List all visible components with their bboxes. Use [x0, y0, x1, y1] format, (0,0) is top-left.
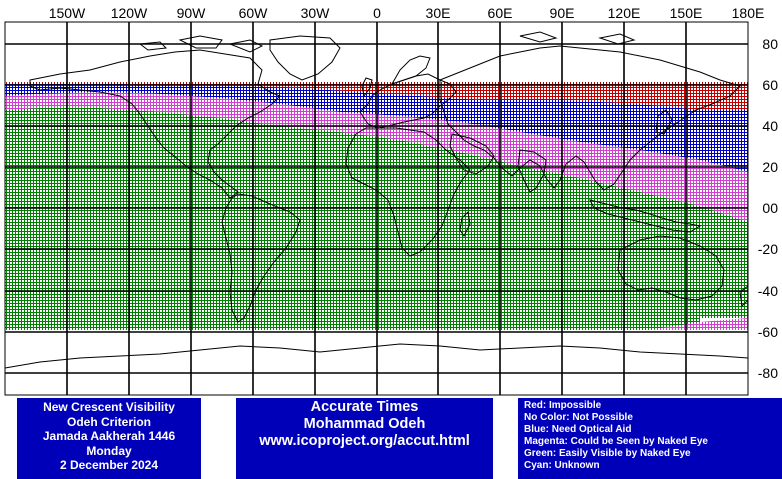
lon-label: 120W	[111, 5, 148, 21]
visibility-info-panel: New Crescent Visibility Odeh Criterion J…	[17, 398, 201, 479]
lon-label: 60W	[239, 5, 269, 21]
legend-blue: Blue: Need Optical Aid	[524, 424, 632, 435]
lon-label: 30W	[301, 5, 331, 21]
lon-label: 30E	[426, 5, 451, 21]
zone-naked-eye-south	[648, 318, 748, 330]
lat-label: -40	[758, 283, 778, 299]
credits-software: Accurate Times	[310, 399, 419, 415]
lon-label: 120E	[608, 5, 641, 21]
color-legend: Red: Impossible No Color: Not Possible B…	[518, 398, 782, 479]
lat-label: -60	[758, 324, 778, 340]
longitude-labels: 150W 120W 90W 60W 30W 0 30E 60E 90E 120E…	[49, 5, 765, 21]
lat-label: -20	[758, 241, 778, 257]
lat-label: -80	[758, 365, 778, 381]
lon-label: 180E	[732, 5, 765, 21]
lon-label: 150E	[670, 5, 703, 21]
lat-label: 00	[762, 200, 778, 216]
lon-label: 90W	[177, 5, 207, 21]
map-frame	[4, 21, 749, 396]
credits-url: www.icoproject.org/accut.html	[259, 433, 470, 449]
info-title: New Crescent Visibility	[43, 400, 175, 414]
legend-magenta: Magenta: Could be Seen by Naked Eye	[524, 436, 708, 447]
visibility-map: 150W 120W 90W 60W 30W 0 30E 60E 90E 120E…	[4, 5, 778, 396]
info-date: 2 December 2024	[59, 458, 159, 472]
info-weekday: Monday	[86, 443, 132, 458]
latitude-labels: 80 60 40 20 00 -20 -40 -60 -80	[758, 36, 778, 381]
graticule	[5, 22, 748, 395]
legend-green: Green: Easily Visible by Naked Eye	[524, 448, 691, 459]
credits-author: Mohammad Odeh	[303, 416, 426, 432]
legend-no-color: No Color: Not Possible	[524, 412, 633, 423]
legend-red: Red: Impossible	[524, 400, 602, 411]
info-hijri-month: Jamada Aakherah 1446	[42, 429, 176, 443]
lon-label: 0	[373, 5, 381, 21]
credits-panel: Accurate Times Mohammad Odeh www.icoproj…	[236, 398, 493, 479]
lon-label: 90E	[550, 5, 575, 21]
info-criterion: Odeh Criterion	[66, 414, 151, 429]
lat-label: 20	[762, 159, 778, 175]
coastlines	[5, 31, 748, 369]
lat-label: 80	[762, 36, 778, 52]
lon-label: 60E	[488, 5, 513, 21]
lat-label: 40	[762, 118, 778, 134]
lat-label: 60	[762, 77, 778, 93]
legend-cyan: Cyan: Unknown	[524, 460, 600, 471]
lon-label: 150W	[49, 5, 86, 21]
